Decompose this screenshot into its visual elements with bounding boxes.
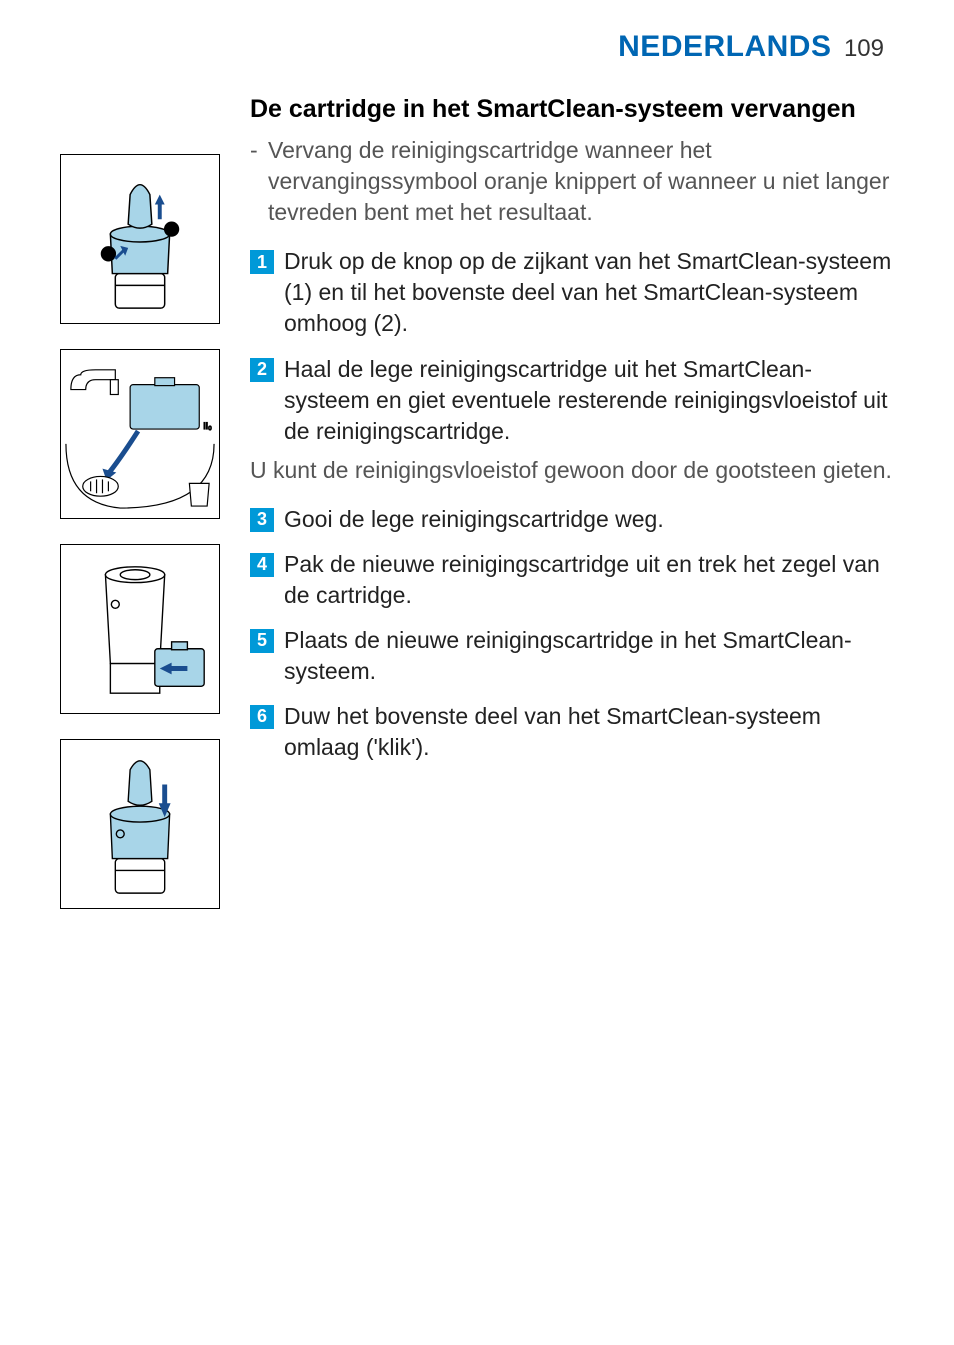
illustration-lift-top: 1 2 — [60, 154, 220, 324]
step-5: 5 Plaats de nieuwe reinigingscartridge i… — [250, 625, 894, 687]
step-badge: 2 — [250, 358, 274, 382]
section-title: De cartridge in het SmartClean-systeem v… — [250, 94, 894, 125]
intro-dash: - — [250, 135, 260, 228]
step-1: 1 Druk op de knop op de zijkant van het … — [250, 246, 894, 339]
illustration-insert-cartridge — [60, 544, 220, 714]
step-text: Gooi de lege reinigingscartridge weg. — [284, 504, 664, 535]
note-after-step-2: U kunt de reinigingsvloeistof gewoon doo… — [250, 455, 894, 486]
page-header: NEDERLANDS 109 — [60, 30, 894, 64]
page: NEDERLANDS 109 — [0, 0, 954, 939]
illustration-pour-sink: II₀ — [60, 349, 220, 519]
illustration-push-down — [60, 739, 220, 909]
step-text: Druk op de knop op de zijkant van het Sm… — [284, 246, 894, 339]
step-badge: 3 — [250, 508, 274, 532]
step-6: 6 Duw het bovenste deel van het SmartCle… — [250, 701, 894, 763]
step-badge: 5 — [250, 629, 274, 653]
text-column: De cartridge in het SmartClean-systeem v… — [250, 94, 894, 909]
header-language: NEDERLANDS — [618, 30, 831, 63]
step-3: 3 Gooi de lege reinigingscartridge weg. — [250, 504, 894, 535]
step-text: Pak de nieuwe reinigingscartridge uit en… — [284, 549, 894, 611]
step-badge: 1 — [250, 250, 274, 274]
intro-paragraph: - Vervang de reinigingscartridge wanneer… — [250, 135, 894, 228]
step-text: Haal de lege reinigingscartridge uit het… — [284, 354, 894, 447]
step-4: 4 Pak de nieuwe reinigingscartridge uit … — [250, 549, 894, 611]
header-page-number: 109 — [844, 35, 884, 62]
body-row: 1 2 — [60, 94, 894, 909]
svg-text:1: 1 — [106, 250, 112, 261]
step-2: 2 Haal de lege reinigingscartridge uit h… — [250, 354, 894, 447]
svg-text:II₀: II₀ — [203, 421, 212, 431]
svg-text:2: 2 — [169, 225, 175, 236]
illustration-column: 1 2 — [60, 94, 220, 909]
step-text: Plaats de nieuwe reinigingscartridge in … — [284, 625, 894, 687]
step-badge: 6 — [250, 705, 274, 729]
step-text: Duw het bovenste deel van het SmartClean… — [284, 701, 894, 763]
intro-text: Vervang de reinigingscartridge wanneer h… — [268, 135, 894, 228]
step-badge: 4 — [250, 553, 274, 577]
